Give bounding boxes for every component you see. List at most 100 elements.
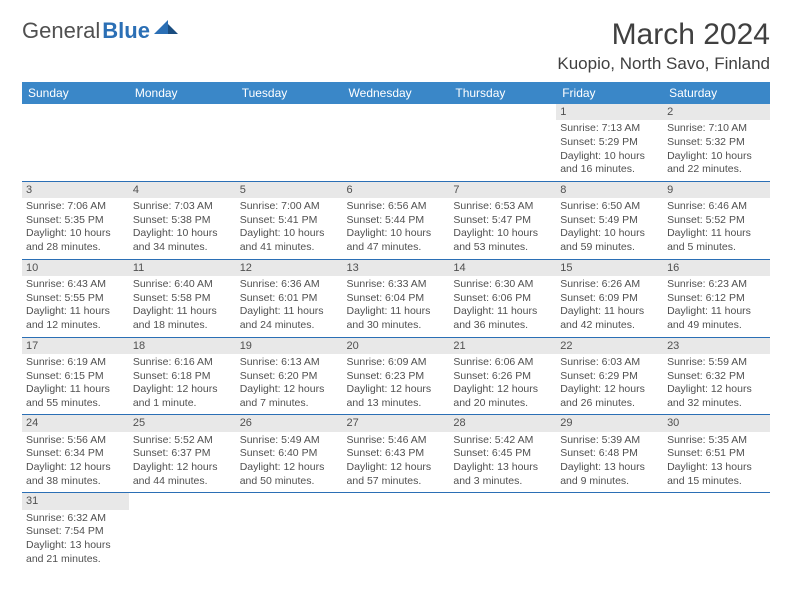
day-info-line: and 47 minutes. <box>347 241 446 255</box>
calendar-cell <box>556 493 663 570</box>
day-info-line: Sunrise: 6:50 AM <box>560 200 659 214</box>
day-number: 7 <box>449 182 556 198</box>
calendar-cell: 5Sunrise: 7:00 AMSunset: 5:41 PMDaylight… <box>236 181 343 259</box>
day-info-line: Sunset: 5:44 PM <box>347 214 446 228</box>
day-info-line: and 30 minutes. <box>347 319 446 333</box>
day-info-line: Daylight: 13 hours <box>667 461 766 475</box>
day-info-line: and 57 minutes. <box>347 475 446 489</box>
day-info-line: Sunset: 6:20 PM <box>240 370 339 384</box>
calendar-cell: 11Sunrise: 6:40 AMSunset: 5:58 PMDayligh… <box>129 259 236 337</box>
day-info-line: and 44 minutes. <box>133 475 232 489</box>
day-info-line: Sunrise: 6:13 AM <box>240 356 339 370</box>
day-info-line: Daylight: 12 hours <box>133 383 232 397</box>
day-info-line: Sunset: 6:48 PM <box>560 447 659 461</box>
day-number: 18 <box>129 338 236 354</box>
day-info-line: Daylight: 10 hours <box>560 150 659 164</box>
calendar-cell <box>449 104 556 181</box>
day-info-line: and 20 minutes. <box>453 397 552 411</box>
day-info-line: Sunrise: 7:10 AM <box>667 122 766 136</box>
calendar-cell: 7Sunrise: 6:53 AMSunset: 5:47 PMDaylight… <box>449 181 556 259</box>
day-info-line: Daylight: 11 hours <box>133 305 232 319</box>
calendar-cell: 28Sunrise: 5:42 AMSunset: 6:45 PMDayligh… <box>449 415 556 493</box>
calendar-cell: 10Sunrise: 6:43 AMSunset: 5:55 PMDayligh… <box>22 259 129 337</box>
weekday-header: Saturday <box>663 82 770 104</box>
calendar-cell: 4Sunrise: 7:03 AMSunset: 5:38 PMDaylight… <box>129 181 236 259</box>
calendar-cell: 24Sunrise: 5:56 AMSunset: 6:34 PMDayligh… <box>22 415 129 493</box>
day-info-line: Sunrise: 6:30 AM <box>453 278 552 292</box>
day-info-line: and 53 minutes. <box>453 241 552 255</box>
day-info-line: and 7 minutes. <box>240 397 339 411</box>
day-info-line: Sunset: 5:52 PM <box>667 214 766 228</box>
day-info-line: Sunset: 6:43 PM <box>347 447 446 461</box>
day-info-line: Daylight: 11 hours <box>453 305 552 319</box>
calendar-body: 1Sunrise: 7:13 AMSunset: 5:29 PMDaylight… <box>22 104 770 570</box>
day-info-line: Daylight: 12 hours <box>133 461 232 475</box>
day-info-line: Daylight: 10 hours <box>453 227 552 241</box>
calendar-cell: 25Sunrise: 5:52 AMSunset: 6:37 PMDayligh… <box>129 415 236 493</box>
day-info-line: Sunrise: 5:35 AM <box>667 434 766 448</box>
day-info-line: Sunrise: 5:42 AM <box>453 434 552 448</box>
header: GeneralBlue March 2024 Kuopio, North Sav… <box>22 18 770 74</box>
day-info-line: Sunrise: 6:23 AM <box>667 278 766 292</box>
calendar-cell <box>343 493 450 570</box>
day-info-line: Sunrise: 5:56 AM <box>26 434 125 448</box>
calendar-table: SundayMondayTuesdayWednesdayThursdayFrid… <box>22 82 770 570</box>
day-info-line: Sunset: 5:49 PM <box>560 214 659 228</box>
day-info-line: Sunrise: 7:06 AM <box>26 200 125 214</box>
day-info-line: Sunset: 6:26 PM <box>453 370 552 384</box>
day-info-line: Sunrise: 6:36 AM <box>240 278 339 292</box>
day-info-line: and 32 minutes. <box>667 397 766 411</box>
day-info-line: and 1 minute. <box>133 397 232 411</box>
day-info-line: Sunrise: 5:49 AM <box>240 434 339 448</box>
day-info-line: Sunset: 5:55 PM <box>26 292 125 306</box>
day-info-line: Daylight: 11 hours <box>667 227 766 241</box>
weekday-header: Monday <box>129 82 236 104</box>
day-info-line: Sunrise: 6:06 AM <box>453 356 552 370</box>
day-info-line: and 21 minutes. <box>26 553 125 567</box>
day-info-line: Sunset: 6:23 PM <box>347 370 446 384</box>
day-number: 10 <box>22 260 129 276</box>
day-info-line: Sunrise: 5:46 AM <box>347 434 446 448</box>
day-info-line: Sunset: 6:01 PM <box>240 292 339 306</box>
weekday-header: Tuesday <box>236 82 343 104</box>
calendar-cell: 27Sunrise: 5:46 AMSunset: 6:43 PMDayligh… <box>343 415 450 493</box>
logo-text-1: General <box>22 18 100 44</box>
calendar-cell: 22Sunrise: 6:03 AMSunset: 6:29 PMDayligh… <box>556 337 663 415</box>
day-info-line: Sunset: 6:32 PM <box>667 370 766 384</box>
day-number: 27 <box>343 415 450 431</box>
day-number: 26 <box>236 415 343 431</box>
day-info-line: Sunset: 5:58 PM <box>133 292 232 306</box>
day-info-line: Daylight: 11 hours <box>240 305 339 319</box>
calendar-header-row: SundayMondayTuesdayWednesdayThursdayFrid… <box>22 82 770 104</box>
day-info-line: Sunset: 6:15 PM <box>26 370 125 384</box>
day-info-line: and 55 minutes. <box>26 397 125 411</box>
day-info-line: and 42 minutes. <box>560 319 659 333</box>
logo-icon <box>154 18 180 44</box>
calendar-cell: 23Sunrise: 5:59 AMSunset: 6:32 PMDayligh… <box>663 337 770 415</box>
calendar-cell: 8Sunrise: 6:50 AMSunset: 5:49 PMDaylight… <box>556 181 663 259</box>
day-info-line: and 5 minutes. <box>667 241 766 255</box>
day-number: 16 <box>663 260 770 276</box>
calendar-cell: 13Sunrise: 6:33 AMSunset: 6:04 PMDayligh… <box>343 259 450 337</box>
day-info-line: Sunrise: 6:16 AM <box>133 356 232 370</box>
calendar-cell: 15Sunrise: 6:26 AMSunset: 6:09 PMDayligh… <box>556 259 663 337</box>
day-info-line: Sunrise: 7:03 AM <box>133 200 232 214</box>
calendar-cell: 14Sunrise: 6:30 AMSunset: 6:06 PMDayligh… <box>449 259 556 337</box>
day-info-line: Sunset: 6:12 PM <box>667 292 766 306</box>
day-info-line: and 22 minutes. <box>667 163 766 177</box>
calendar-cell <box>343 104 450 181</box>
day-number: 3 <box>22 182 129 198</box>
month-title: March 2024 <box>557 18 770 52</box>
calendar-cell <box>663 493 770 570</box>
calendar-cell <box>236 493 343 570</box>
day-info-line: and 16 minutes. <box>560 163 659 177</box>
day-number: 14 <box>449 260 556 276</box>
day-info-line: Sunset: 5:35 PM <box>26 214 125 228</box>
weekday-header: Friday <box>556 82 663 104</box>
day-info-line: and 24 minutes. <box>240 319 339 333</box>
calendar-cell <box>129 493 236 570</box>
day-info-line: Daylight: 10 hours <box>133 227 232 241</box>
calendar-cell: 3Sunrise: 7:06 AMSunset: 5:35 PMDaylight… <box>22 181 129 259</box>
calendar-cell: 16Sunrise: 6:23 AMSunset: 6:12 PMDayligh… <box>663 259 770 337</box>
day-info-line: Daylight: 12 hours <box>560 383 659 397</box>
